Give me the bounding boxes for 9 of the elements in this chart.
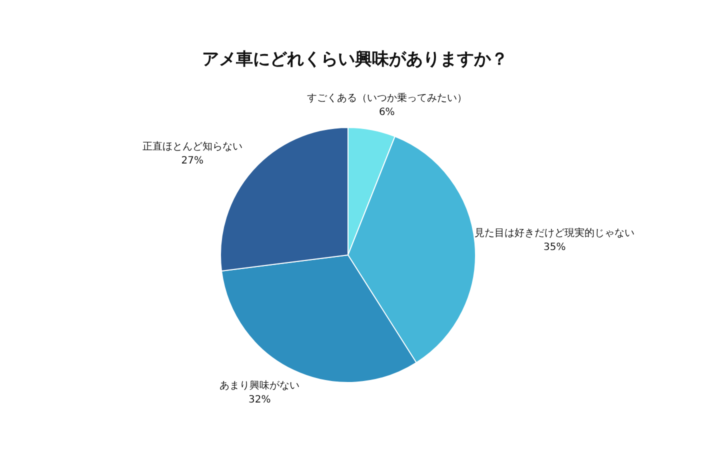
data-label: 32% [248,394,271,406]
data-label: 27% [181,156,204,167]
slice-label: すごくある（いつか乗ってみたい） [306,92,467,104]
slice-label: 正直ほとんど知らない [142,140,242,153]
slice-label: あまり興味がない [220,380,300,392]
data-label: 6% [378,106,395,118]
chart-title: アメ車にどれくらい興味がありますか？ [202,49,508,70]
slice-label: 見た目は好きだけど現実的じゃない [474,227,635,240]
data-label: 35% [543,242,566,254]
